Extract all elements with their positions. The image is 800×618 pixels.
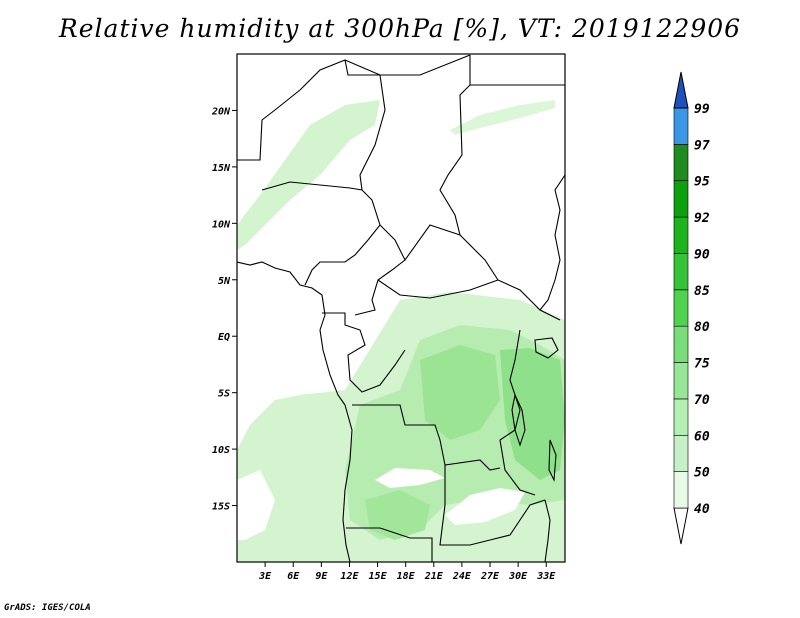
namibia-border <box>346 527 433 562</box>
colorbar-level-label: 70 <box>694 393 710 408</box>
lon-tick-label: 27E <box>480 571 500 582</box>
niger-chad-border <box>344 54 471 76</box>
colorbar-band <box>673 216 689 254</box>
lat-tick-label: 15S <box>212 502 230 513</box>
colorbar-level-label: 92 <box>694 211 710 226</box>
lake-tanganyika <box>511 393 526 447</box>
west-africa-coast <box>237 261 346 406</box>
humidity-region-angola-high <box>365 490 430 540</box>
colorbar-level-label: 80 <box>694 320 710 335</box>
colorbar-band <box>673 144 689 182</box>
colorbar-band <box>673 471 689 509</box>
humidity-region-west-sahel <box>237 100 380 250</box>
lon-tick-label: 30E <box>508 571 528 582</box>
dry-patch-south-1 <box>375 468 445 488</box>
dry-patch-southwest <box>237 470 275 540</box>
cameroon-border <box>354 224 406 316</box>
colorbar-level-label: 75 <box>694 357 710 372</box>
gabon-congo-border <box>322 312 406 393</box>
lat-tick-label: 10S <box>212 445 230 456</box>
map-title: Relative humidity at 300hPa [%], VT: 201… <box>58 14 742 43</box>
colorbar-band <box>673 434 689 472</box>
colorbar-band <box>673 180 689 218</box>
lat-tick-label: EQ <box>218 332 230 343</box>
colorbar-level-label: 95 <box>694 175 710 190</box>
colorbar-band <box>673 398 689 436</box>
latitude-axis: 20N 15N 10N 5N EQ 5S 10S 15S <box>211 106 237 513</box>
map-frame <box>236 53 566 563</box>
humidity-field <box>237 100 565 562</box>
political-borders <box>237 54 565 562</box>
dry-patch-south-2 <box>445 488 525 525</box>
colorbar-level-label: 99 <box>694 102 710 117</box>
lon-tick-label: 3E <box>258 571 272 582</box>
chad-sudan-border <box>439 55 471 236</box>
lon-tick-label: 12E <box>340 571 359 582</box>
colorbar-level-label: 60 <box>694 429 710 444</box>
grads-credit: GrADS: IGES/COLA <box>4 603 91 613</box>
lake-victoria <box>534 337 559 359</box>
humidity-region-central-high <box>420 345 500 440</box>
lon-tick-label: 6E <box>287 571 300 582</box>
angola-drc-border <box>352 404 501 471</box>
lon-tick-label: 18E <box>397 571 416 582</box>
colorbar-level-label: 85 <box>694 284 710 299</box>
colorbar-level-label: 50 <box>694 466 710 481</box>
colorbar-band <box>673 325 689 363</box>
lat-tick-label: 5S <box>218 389 230 400</box>
colorbar-level-label: 90 <box>694 247 710 262</box>
east-africa-borders <box>539 174 565 311</box>
colorbar: 40 50 60 70 75 80 85 90 92 95 97 99 <box>673 71 710 545</box>
mozambique-border <box>544 499 551 562</box>
zambia-border <box>439 465 546 546</box>
angola-coast <box>342 404 353 562</box>
colorbar-level-label: 40 <box>694 502 710 517</box>
colorbar-band <box>673 362 689 400</box>
lat-tick-label: 20N <box>211 106 231 117</box>
lon-tick-label: 9E <box>315 571 328 582</box>
colorbar-band <box>673 253 689 291</box>
drc-north-border <box>377 279 499 299</box>
humidity-region-east-high <box>500 348 565 480</box>
colorbar-band <box>673 107 689 145</box>
colorbar-level-label: 97 <box>694 138 710 153</box>
colorbar-low-arrow <box>673 507 689 545</box>
lat-tick-label: 15N <box>212 163 231 174</box>
lon-tick-label: 33E <box>536 571 556 582</box>
lon-tick-label: 21E <box>424 571 444 582</box>
longitude-axis: 3E 6E 9E 12E 15E 18E 21E 24E 27E 30E 33E <box>258 562 556 582</box>
colorbar-band <box>673 289 689 327</box>
lon-tick-label: 24E <box>452 571 472 582</box>
lat-tick-label: 10N <box>212 219 231 230</box>
colorbar-high-arrow <box>673 71 689 109</box>
humidity-region-northeast-streak <box>450 100 555 135</box>
lon-tick-label: 15E <box>369 571 388 582</box>
lat-tick-label: 5N <box>218 276 231 287</box>
lake-malawi <box>548 439 557 483</box>
